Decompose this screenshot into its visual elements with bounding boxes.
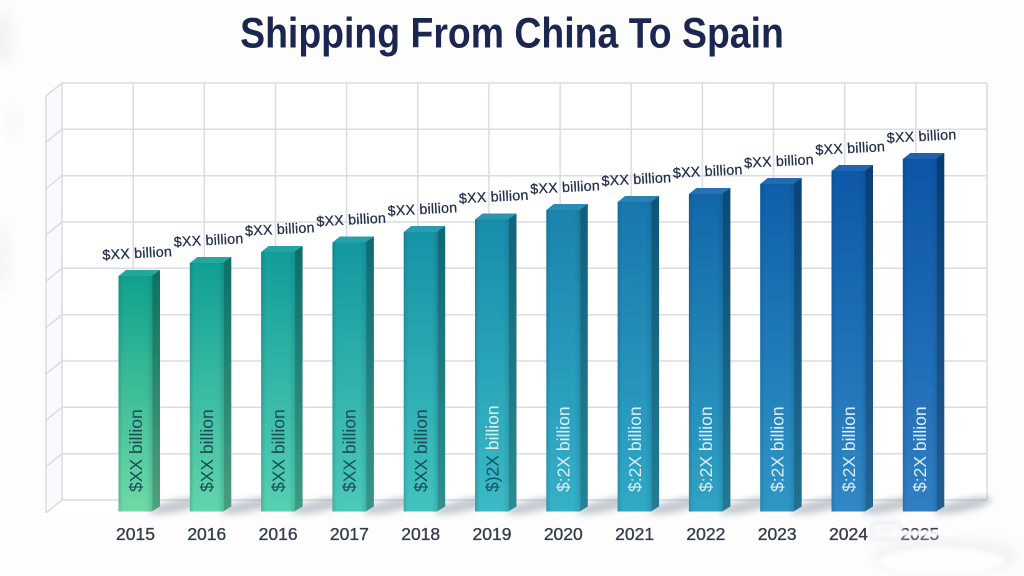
svg-text:2018: 2018 [401,524,440,544]
svg-text:$XX billion: $XX billion [173,231,244,251]
svg-text:$)2X billion: $)2X billion [482,405,502,492]
svg-text:2015: 2015 [116,524,155,544]
svg-text:$:2X billion: $:2X billion [768,406,788,492]
svg-text:$XX billion: $XX billion [744,152,815,172]
svg-text:$XX billion: $XX billion [197,409,217,492]
svg-text:$:2X billion: $:2X billion [910,406,930,492]
svg-text:2024: 2024 [829,524,868,544]
svg-text:$XX billion: $XX billion [530,178,601,198]
svg-text:$XX billion: $XX billion [459,188,530,208]
svg-text:2020: 2020 [544,524,583,544]
svg-text:2016: 2016 [259,524,298,544]
svg-text:$XX billion: $XX billion [387,200,458,220]
svg-text:$XX billion: $XX billion [245,220,316,240]
svg-text:$:2X billion: $:2X billion [696,406,716,492]
svg-text:$:2X billion: $:2X billion [839,406,859,492]
svg-text:$XX billion: $XX billion [102,244,173,264]
svg-text:$XX billion: $XX billion [411,409,431,492]
svg-text:$XX billion: $XX billion [672,162,743,182]
svg-text:2019: 2019 [473,524,512,544]
svg-text:$XX billion: $XX billion [268,409,288,492]
svg-text:$XX billion: $XX billion [601,170,672,190]
svg-text:$:2X billion: $:2X billion [554,406,574,492]
svg-text:$XX billion: $XX billion [126,409,146,492]
svg-text:$XX billion: $XX billion [340,409,360,492]
svg-text:2023: 2023 [758,524,797,544]
svg-text:2016: 2016 [187,524,226,544]
svg-text:$:2X billion: $:2X billion [625,406,645,492]
svg-text:2022: 2022 [686,524,725,544]
svg-text:$XX billion: $XX billion [886,127,957,147]
svg-text:$XX billion: $XX billion [815,139,886,159]
svg-text:Shipping From China To Spain: Shipping From China To Spain [240,9,784,57]
svg-text:2017: 2017 [330,524,369,544]
svg-text:2021: 2021 [615,524,654,544]
svg-text:$XX billion: $XX billion [316,211,387,231]
